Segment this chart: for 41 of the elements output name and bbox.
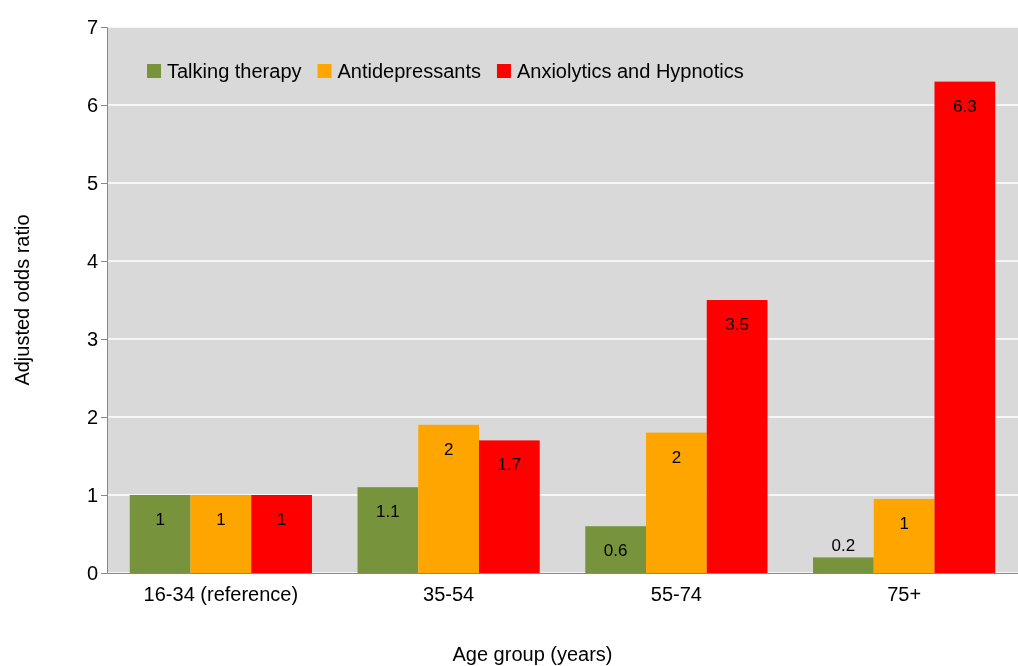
data-label: 0.2 <box>831 536 856 556</box>
y-tick-label: 4 <box>86 249 98 272</box>
y-tick-label: 7 <box>86 15 98 38</box>
x-tick-label: 55-74 <box>650 583 702 606</box>
bar <box>190 495 252 573</box>
data-label: 1 <box>899 513 909 533</box>
y-tick-label: 6 <box>86 93 98 116</box>
x-tick-label: 35-54 <box>423 583 475 606</box>
data-label: 1.1 <box>376 502 400 522</box>
bar <box>251 495 312 573</box>
y-tick-label: 0 <box>86 561 98 584</box>
y-tick-label: 2 <box>86 405 98 428</box>
y-tick-label: 3 <box>86 327 98 350</box>
data-label: 1 <box>216 510 226 529</box>
data-label: 1 <box>276 510 287 529</box>
data-label: 2 <box>671 447 682 467</box>
x-axis-title: Age group (years) <box>452 643 613 665</box>
data-label: 0.6 <box>603 541 628 561</box>
bar <box>934 81 996 573</box>
data-label: 1 <box>155 510 165 529</box>
bar <box>129 495 191 573</box>
x-tick-label: 75+ <box>887 583 922 606</box>
bar <box>585 526 647 573</box>
bar <box>813 557 874 573</box>
bar <box>357 487 419 573</box>
y-tick-label: 5 <box>86 171 98 194</box>
legend-label: Anxiolytics and Hypnotics <box>516 60 744 82</box>
bar <box>706 300 768 573</box>
y-axis-title: Adjusted odds ratio <box>11 214 33 386</box>
bar <box>646 432 707 573</box>
y-tick-label: 1 <box>86 483 98 506</box>
legend-label: Antidepressants <box>337 60 481 82</box>
data-label: 6.3 <box>953 96 977 116</box>
x-tick-label: 16-34 (reference) <box>143 583 299 606</box>
bar <box>478 440 540 573</box>
data-label: 2 <box>443 439 454 459</box>
bar <box>418 424 479 573</box>
legend-label: Talking therapy <box>167 60 302 82</box>
data-label: 3.5 <box>725 315 749 334</box>
data-label: 1.7 <box>497 455 522 475</box>
bar <box>873 498 935 573</box>
